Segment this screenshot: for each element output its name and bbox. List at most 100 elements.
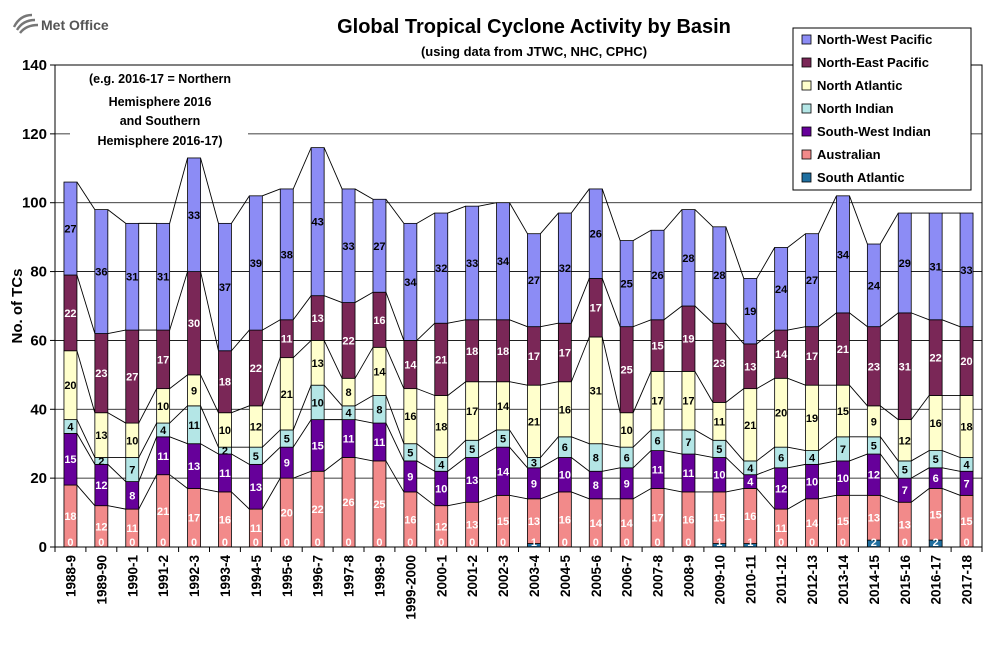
series-line: [200, 443, 219, 455]
data-label: 33: [466, 258, 478, 270]
series-line: [169, 157, 188, 224]
data-label: 22: [930, 353, 942, 365]
data-label: 25: [621, 279, 633, 291]
bar-segment: [866, 243, 881, 328]
bar-segment: [248, 195, 263, 331]
series-line: [323, 457, 343, 472]
data-label: 7: [685, 437, 691, 449]
series-line: [663, 450, 683, 455]
series-line: [880, 405, 899, 420]
bars: [63, 147, 974, 548]
series-line: [694, 429, 714, 441]
bar-segment: [619, 240, 634, 328]
series-line: [231, 491, 250, 510]
data-label: 18: [960, 422, 972, 434]
data-label: 7: [963, 478, 969, 490]
data-label: 1: [747, 537, 753, 549]
data-label: 13: [95, 430, 107, 442]
bar-segment: [805, 233, 819, 328]
x-tick-label: 1988-9: [63, 555, 78, 597]
data-label: 11: [683, 468, 695, 480]
data-label: 29: [899, 258, 911, 270]
series-line: [756, 467, 775, 476]
legend-item-north-atlantic: North Atlantic: [801, 78, 902, 93]
data-label: 13: [899, 520, 911, 532]
data-label: 9: [407, 471, 413, 483]
series-north-atlantic: [63, 336, 974, 462]
data-label: 0: [407, 537, 413, 549]
series-line: [262, 319, 281, 331]
data-label: 13: [868, 513, 880, 525]
data-label: 0: [809, 537, 815, 549]
data-label: 12: [775, 483, 787, 495]
series-line: [632, 488, 652, 500]
data-label: 24: [775, 284, 788, 296]
series-north-west-pacific: [63, 147, 974, 352]
data-label: 3: [531, 458, 537, 470]
legend-item-south-atlantic: South Atlantic: [801, 170, 905, 185]
legend-item-north-west-pacific: North-West Pacific: [801, 32, 932, 47]
bar-segment: [279, 188, 294, 321]
legend-swatch: [801, 149, 812, 160]
x-tick-label: 2010-11: [743, 555, 758, 604]
series-line: [632, 429, 652, 448]
data-label: 15: [651, 341, 663, 353]
x-tick-label: 2012-13: [805, 555, 820, 605]
bar-segment: [434, 212, 449, 324]
data-label: 13: [250, 482, 262, 494]
series-line: [354, 188, 374, 200]
series-line: [262, 429, 281, 448]
data-label: 27: [64, 224, 76, 236]
data-label: 0: [469, 537, 475, 549]
series-line: [138, 422, 158, 458]
data-label: 17: [590, 303, 602, 315]
series-line: [169, 374, 188, 389]
series-line: [911, 467, 930, 479]
data-label: 4: [67, 422, 74, 434]
series-line: [880, 494, 899, 503]
series-line: [602, 467, 621, 472]
data-label: 20: [281, 508, 293, 520]
data-label: 1: [531, 537, 537, 549]
series-line: [385, 199, 405, 224]
data-label: 27: [126, 372, 138, 384]
data-label: 0: [222, 537, 228, 549]
data-label: 12: [95, 480, 107, 492]
data-label: 0: [345, 537, 351, 549]
x-tick-label: 2003-4: [527, 555, 542, 598]
series-line: [509, 202, 528, 234]
data-label: 8: [129, 490, 135, 502]
x-ticks: 1988-9 1989-90 1990-1 1991-2 1992-3 1993-4 199…: [54, 547, 983, 620]
data-label: 0: [963, 537, 969, 549]
x-tick-label: 1997-8: [342, 555, 357, 598]
series-line: [262, 446, 281, 465]
series-line: [879, 436, 899, 462]
data-label: 1: [716, 537, 722, 549]
bar-segment: [125, 222, 140, 331]
series-line: [942, 467, 961, 472]
data-label: 0: [253, 537, 259, 549]
series-line: [447, 381, 466, 396]
data-label: 27: [373, 241, 385, 253]
data-label: 10: [126, 435, 138, 447]
data-label: 0: [654, 537, 660, 549]
data-label: 39: [250, 258, 262, 270]
series-line: [447, 457, 466, 472]
y-ticks: 0 20 40 60 80 100 120 140: [22, 57, 55, 556]
data-label: 11: [157, 451, 169, 463]
data-label: 0: [284, 537, 290, 549]
chart-title: Global Tropical Cyclone Activity by Basi…: [337, 16, 731, 38]
series-line: [571, 436, 590, 445]
y-tick-label: 20: [30, 470, 47, 487]
x-tick-label: 1992-3: [187, 555, 202, 598]
series-connector-lines: [76, 147, 961, 510]
chart-subtitle: (using data from JTWC, NHC, CPHC): [421, 44, 647, 59]
data-label: 17: [466, 406, 478, 418]
data-label: 11: [250, 523, 262, 535]
legend-item-north-indian: North Indian: [801, 101, 894, 116]
bar-segment: [372, 198, 387, 293]
bar-segment: [588, 188, 603, 279]
series-line: [694, 453, 713, 458]
